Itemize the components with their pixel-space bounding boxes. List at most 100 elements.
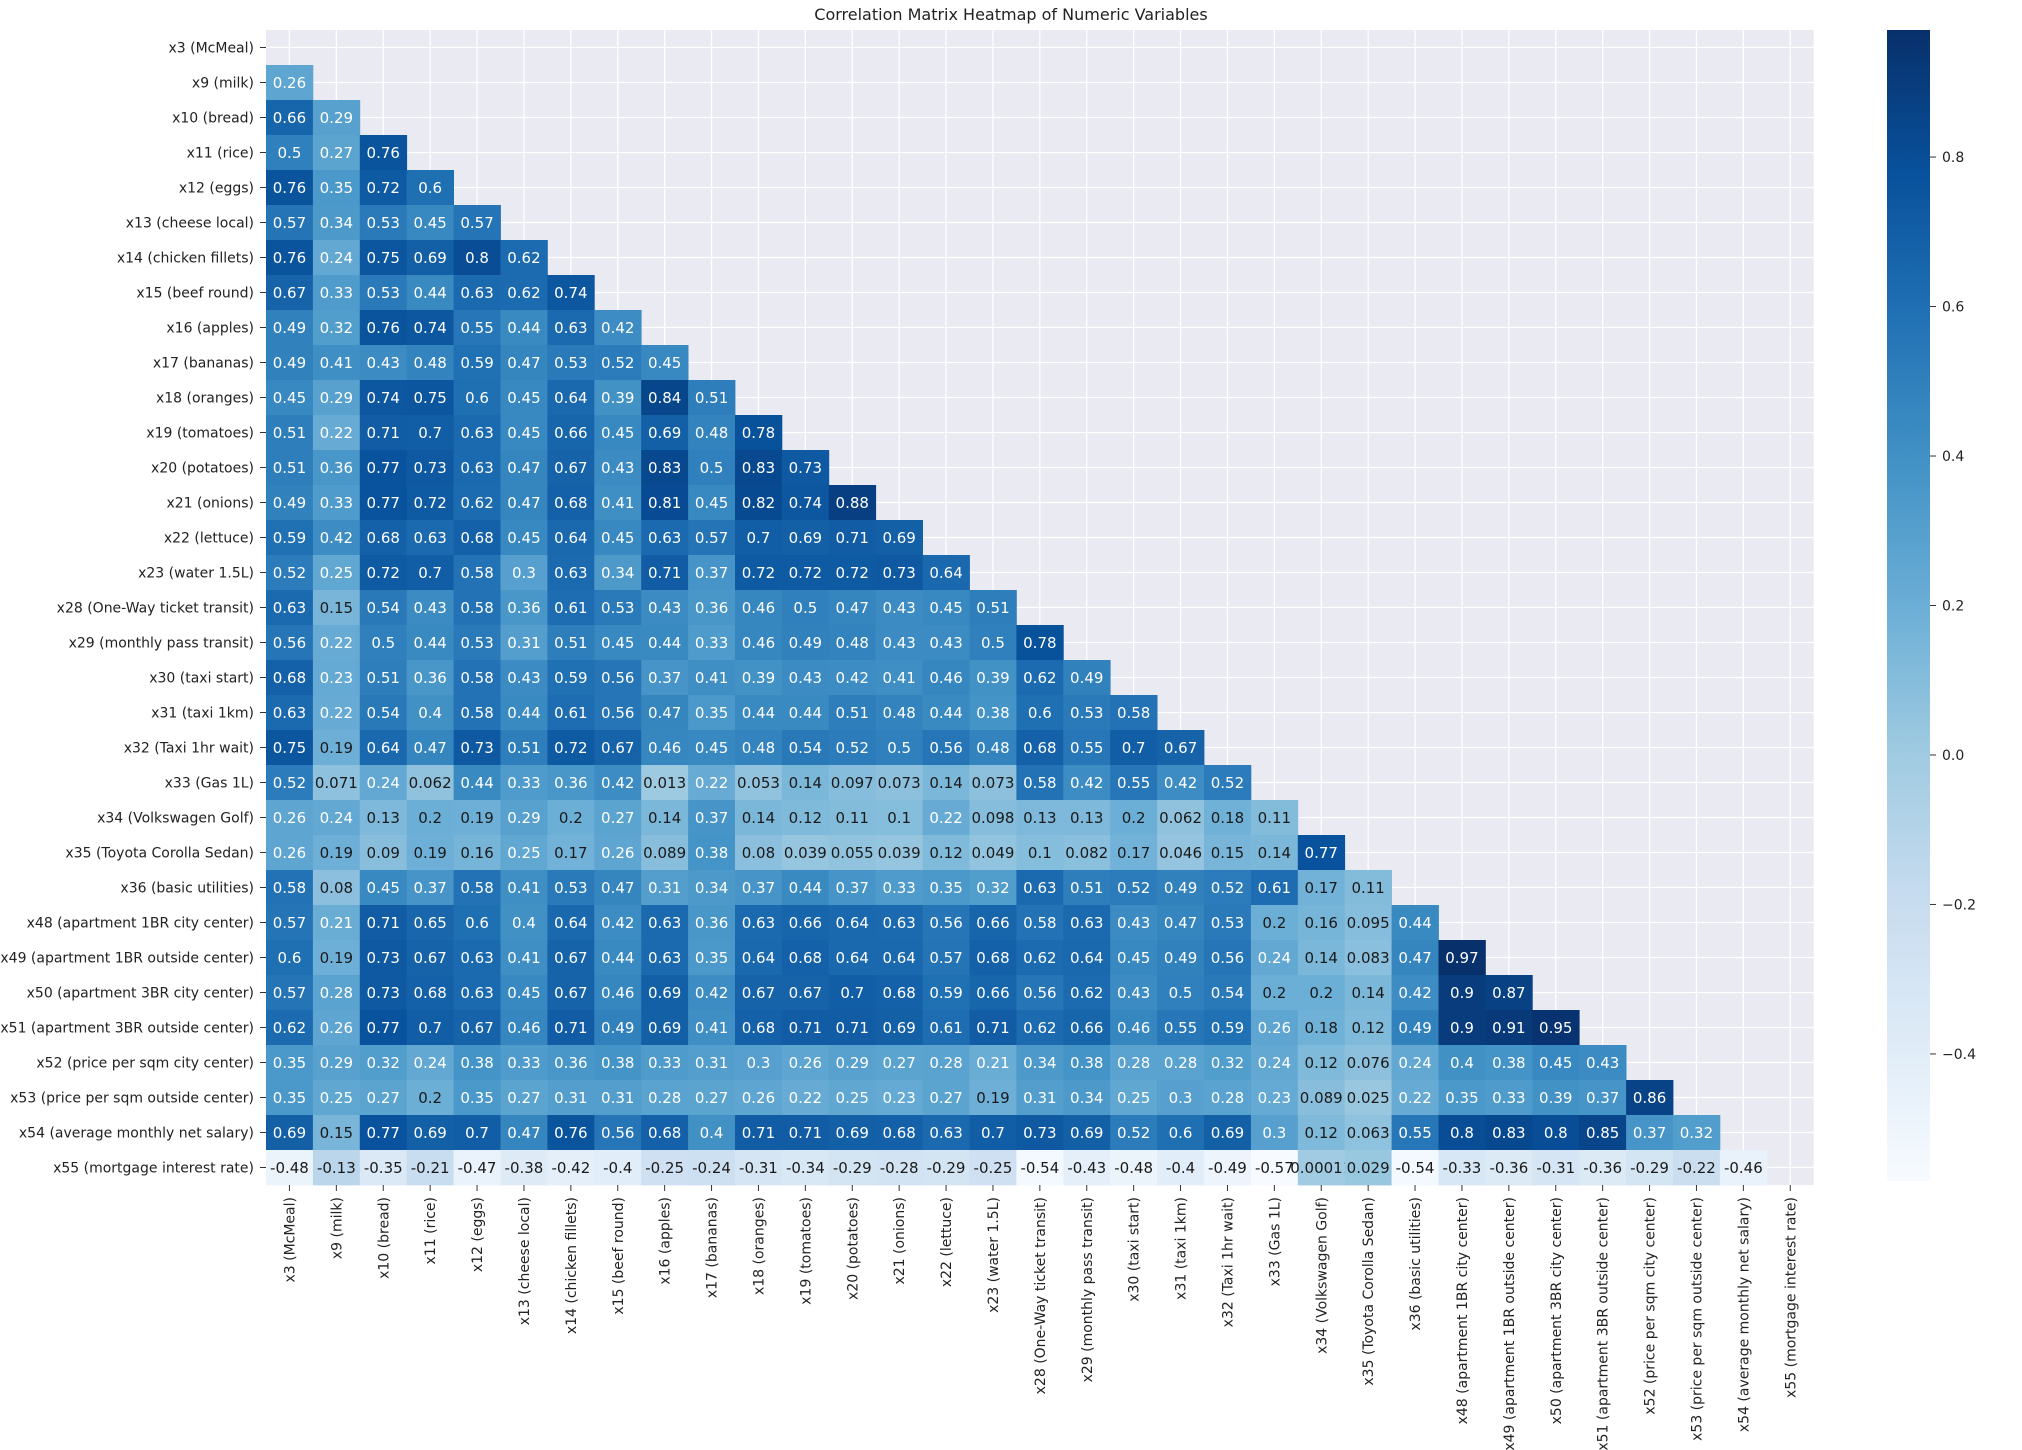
heatmap-cell [594, 905, 642, 941]
heatmap-cell [875, 1010, 923, 1046]
cell-value-label: 0.53 [1211, 914, 1244, 932]
cell-value-label: 0.78 [1023, 634, 1056, 652]
heatmap-cell [406, 485, 454, 521]
cell-value-label: 0.029 [1347, 1159, 1390, 1177]
heatmap-cell [1391, 1115, 1439, 1151]
cell-value-label: 0.25 [1117, 1089, 1150, 1107]
cell-value-label: 0.62 [1023, 1019, 1056, 1037]
cell-value-label: 0.73 [882, 564, 915, 582]
cell-value-label: 0.5 [887, 739, 911, 757]
cell-value-label: 0.15 [320, 1124, 353, 1142]
heatmap-cell [547, 905, 595, 941]
cell-value-label: 0.2 [418, 1089, 442, 1107]
heatmap-cell [312, 485, 361, 521]
cell-value-label: 0.53 [554, 879, 587, 897]
cell-value-label: 0.053 [737, 774, 780, 792]
heatmap-cell [922, 1080, 970, 1116]
cell-value-label: -0.24 [692, 1159, 731, 1177]
heatmap-cell [266, 1150, 314, 1186]
heatmap-cell [1016, 765, 1064, 801]
row-label: x54 (average monthly net salary) [19, 1126, 254, 1142]
cell-value-label: -0.57 [1255, 1159, 1294, 1177]
cell-value-label: 0.24 [320, 249, 353, 267]
cell-value-label: 0.62 [507, 284, 540, 302]
cell-value-label: 0.52 [273, 564, 306, 582]
cell-value-label: 0.046 [1159, 844, 1202, 862]
heatmap-cell [735, 1080, 783, 1116]
heatmap-cell [406, 450, 454, 486]
cell-value-label: 0.73 [460, 739, 493, 757]
cell-value-label: 0.22 [1398, 1089, 1431, 1107]
heatmap-cell [1110, 1080, 1158, 1116]
heatmap-cell [547, 1150, 595, 1186]
cell-value-label: 0.69 [882, 529, 915, 547]
cell-value-label: 0.52 [601, 354, 634, 372]
cell-value-label: 0.63 [460, 949, 493, 967]
heatmap-cell [406, 905, 454, 941]
cell-value-label: 0.039 [784, 844, 827, 862]
cell-value-label: 0.77 [367, 494, 400, 512]
heatmap-cell [922, 625, 970, 661]
cell-value-label: 0.26 [273, 809, 306, 827]
cell-value-label: 0.64 [836, 914, 869, 932]
cell-value-label: 0.69 [1211, 1124, 1244, 1142]
cell-value-label: 0.23 [882, 1089, 915, 1107]
heatmap-cell [266, 170, 314, 206]
heatmap-cell [359, 380, 408, 416]
heatmap-cell [969, 660, 1017, 696]
heatmap-cell [406, 625, 454, 661]
cell-value-label: 0.36 [507, 599, 540, 617]
row-label: x55 (mortgage interest rate) [53, 1161, 254, 1177]
cell-value-label: 0.48 [413, 354, 446, 372]
cell-value-label: 0.49 [273, 354, 306, 372]
cell-value-label: 0.31 [554, 1089, 587, 1107]
cell-value-label: 0.26 [789, 1054, 822, 1072]
heatmap-cell [453, 905, 501, 941]
cell-value-label: 0.56 [273, 634, 306, 652]
heatmap-cell [594, 1150, 642, 1186]
heatmap-cell [594, 835, 642, 871]
cell-value-label: 0.062 [409, 774, 452, 792]
heatmap-cell [359, 555, 408, 591]
cell-value-label: 0.61 [929, 1019, 962, 1037]
heatmap-cell [875, 835, 923, 871]
cell-value-label: 0.36 [695, 914, 728, 932]
cell-value-label: 0.35 [695, 704, 728, 722]
cell-value-label: 0.68 [742, 1019, 775, 1037]
cell-value-label: -0.21 [411, 1159, 450, 1177]
heatmap-cell [500, 1045, 548, 1081]
cell-value-label: 0.36 [413, 669, 446, 687]
heatmap-cell [1391, 940, 1439, 976]
column-label: x49 (apartment 1BR outside center) [1502, 1197, 1518, 1450]
heatmap-cell [641, 1045, 689, 1081]
heatmap-cell [1485, 1010, 1533, 1046]
cell-value-label: 0.00011 [1290, 1159, 1352, 1177]
heatmap-cell [500, 520, 548, 556]
column-label: x15 (beef round) [611, 1197, 627, 1315]
cell-value-label: 0.63 [413, 529, 446, 547]
row-label: x12 (eggs) [179, 181, 254, 197]
cell-value-label: 0.42 [601, 319, 634, 337]
heatmap-cell [1157, 835, 1205, 871]
column-label: x13 (cheese local) [517, 1197, 533, 1325]
heatmap-cell [312, 135, 361, 171]
cell-value-label: 0.62 [507, 249, 540, 267]
cell-value-label: 0.64 [929, 564, 962, 582]
heatmap-cell [1626, 1150, 1674, 1186]
cell-value-label: 0.35 [460, 1089, 493, 1107]
heatmap-cell [1344, 1115, 1392, 1151]
heatmap-cell [828, 800, 877, 836]
heatmap-cell [1673, 1150, 1721, 1186]
cell-value-label: 0.14 [789, 774, 822, 792]
cell-value-label: 0.55 [1117, 774, 1150, 792]
cell-value-label: 0.69 [836, 1124, 869, 1142]
heatmap-cell [547, 975, 595, 1011]
cell-value-label: -0.35 [364, 1159, 403, 1177]
cell-value-label: 0.22 [320, 704, 353, 722]
cell-value-label: 0.43 [413, 599, 446, 617]
heatmap-cell [1204, 940, 1252, 976]
cell-value-label: 0.24 [1258, 949, 1291, 967]
cell-value-label: 0.69 [648, 1019, 681, 1037]
cell-value-label: 0.58 [1023, 914, 1056, 932]
row-label: x33 (Gas 1L) [165, 776, 254, 792]
